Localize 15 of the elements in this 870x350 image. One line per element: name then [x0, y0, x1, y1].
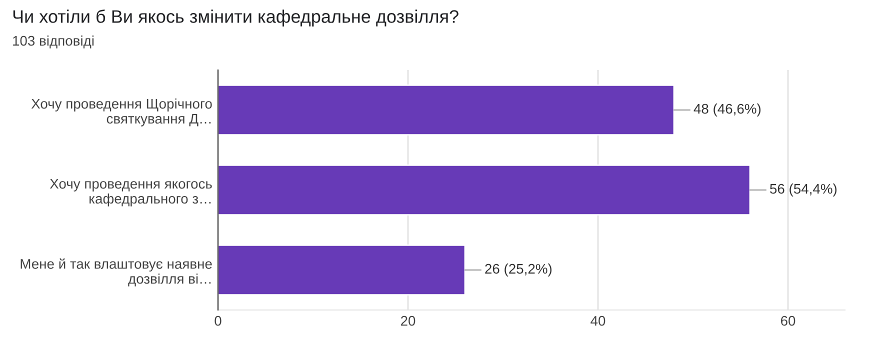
- bar: [218, 244, 466, 296]
- data-label: 56 (54,4%): [770, 184, 837, 196]
- y-tick-label: Хочу проведення якогось кафедрального з…: [50, 179, 212, 206]
- data-label: 48 (46,6%): [694, 104, 761, 116]
- bar: [218, 84, 675, 136]
- y-tick-label: Мене й так влаштовує наявне дозвілля ві…: [20, 258, 212, 286]
- text: 103 відповіді: [13, 36, 94, 48]
- x-tick-label: 60: [780, 316, 796, 326]
- data-label: 26 (25,2%): [485, 264, 552, 276]
- x-tick-label: 0: [214, 316, 222, 326]
- y-tick-label: Хочу проведення Щорічного святкування Д…: [31, 98, 212, 126]
- x-tick-label: 40: [590, 316, 606, 326]
- chart-title: Чи хотіли б Ви якось змінити кафедральне дозвілля?: [13, 10, 458, 26]
- x-tick-label: 20: [400, 316, 416, 326]
- bar: [218, 164, 751, 216]
